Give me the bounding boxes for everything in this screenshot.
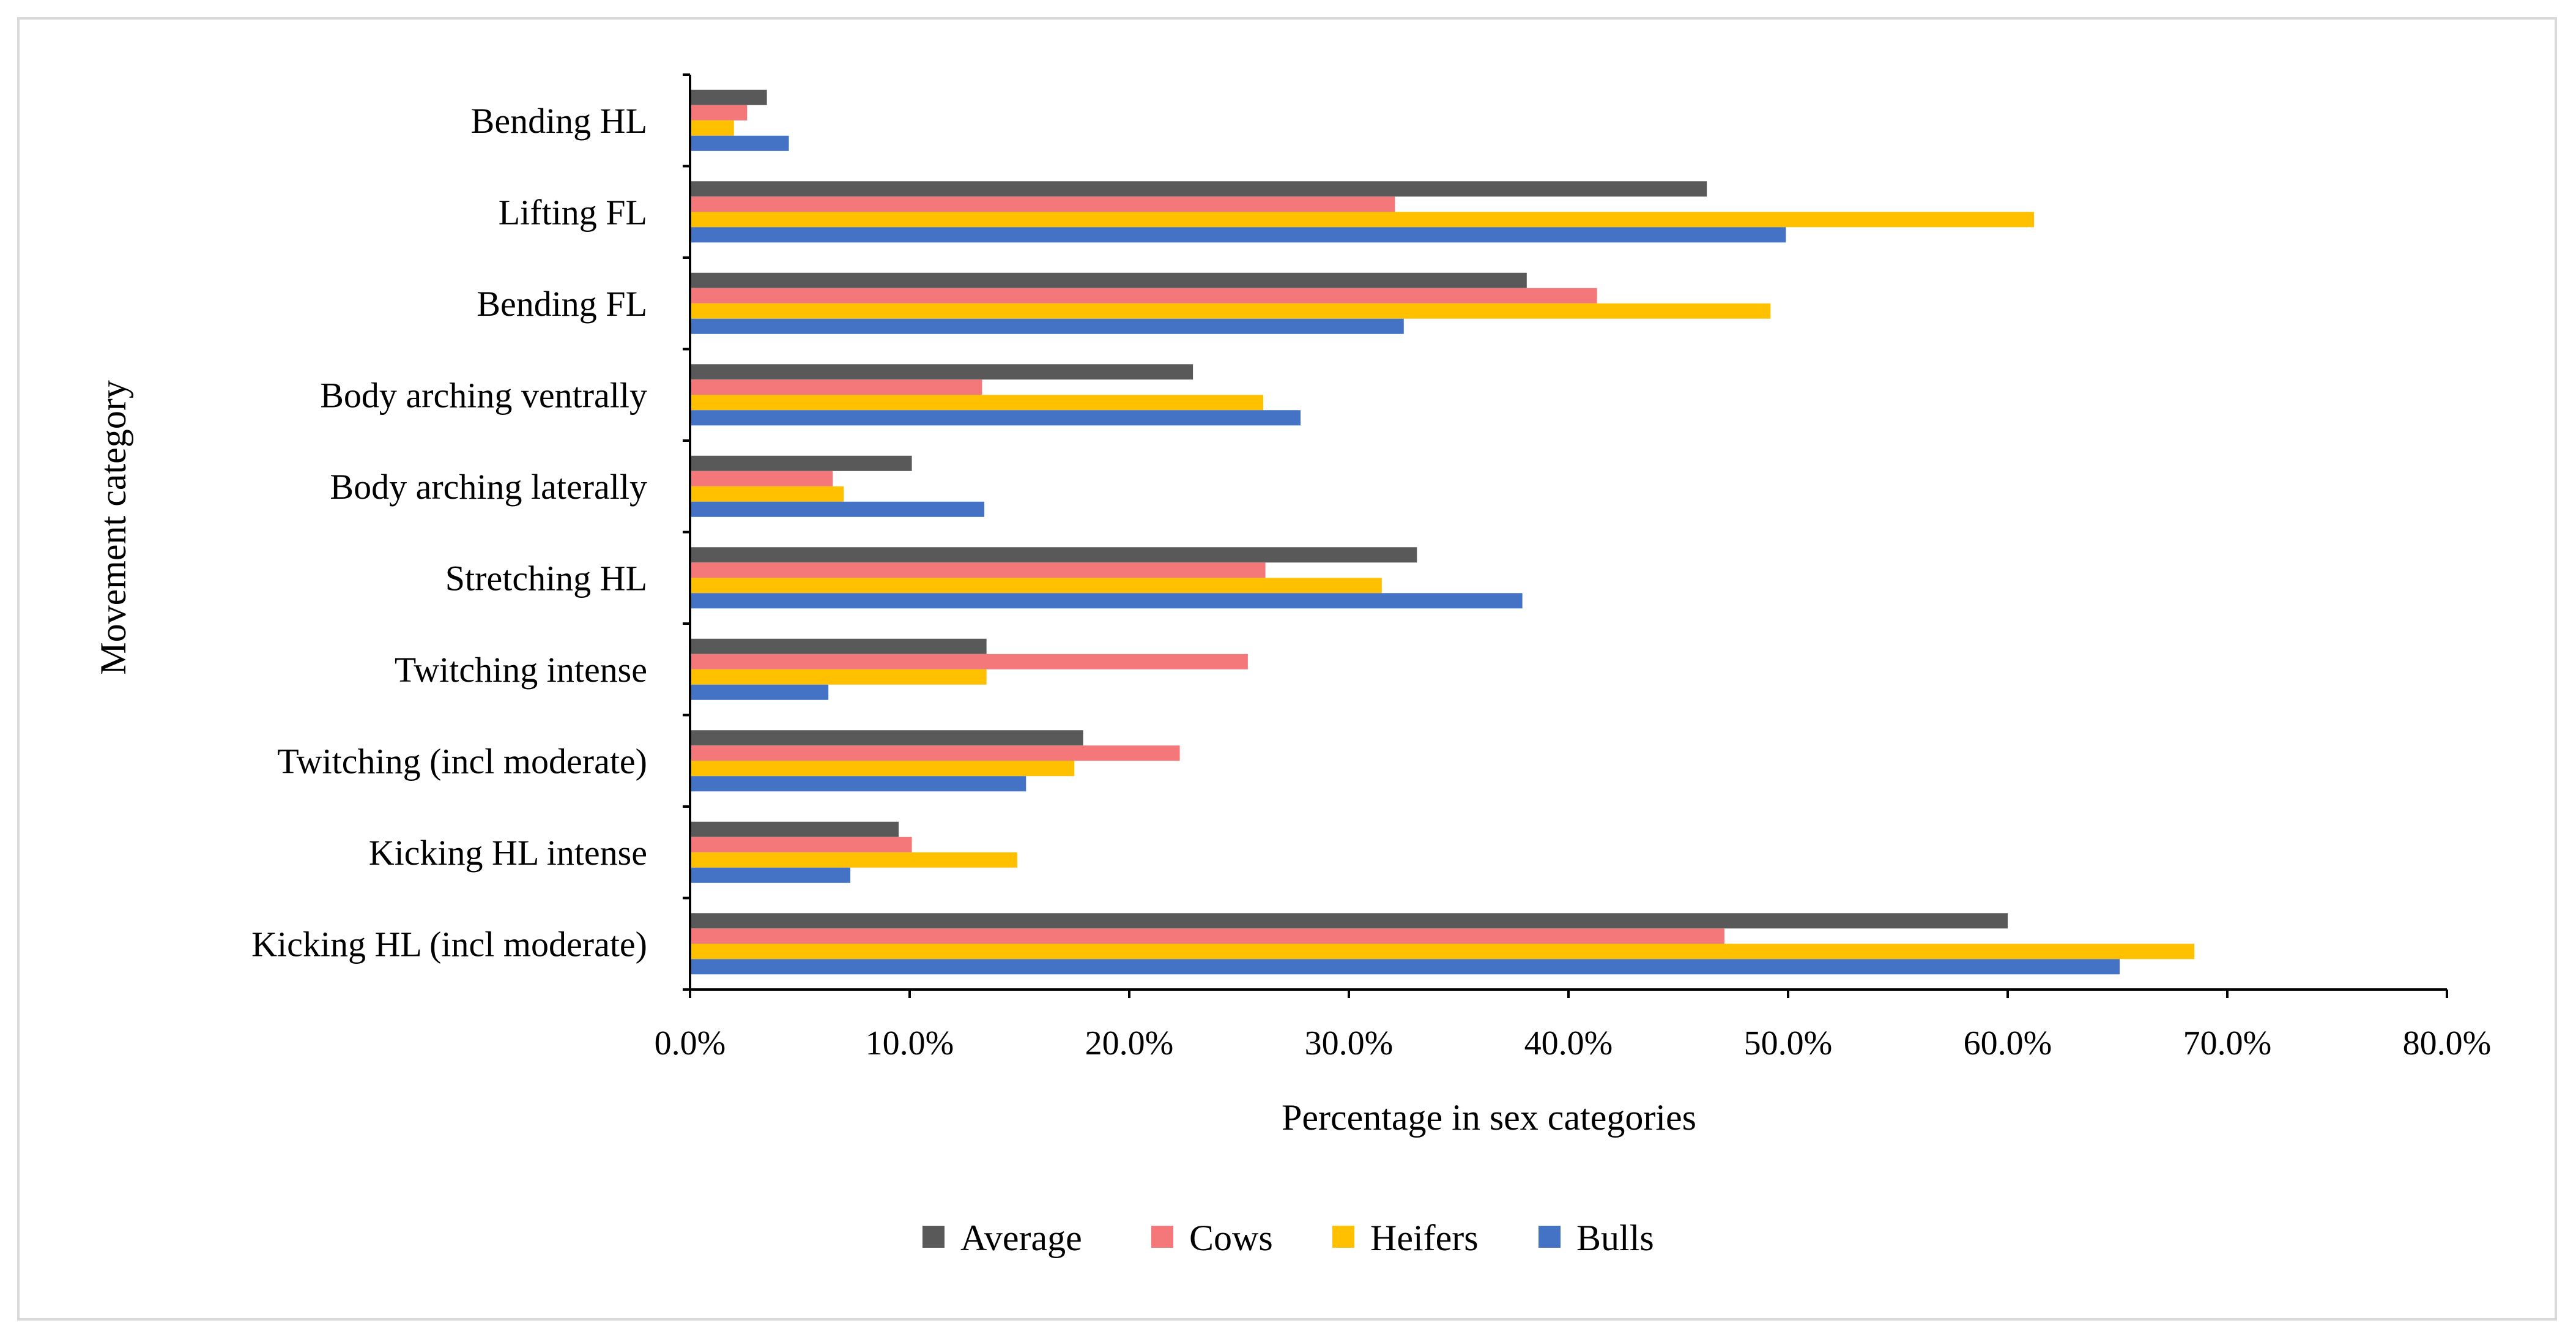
x-axis-title: Percentage in sex categories — [1282, 1097, 1696, 1138]
legend-label-heifers: Heifers — [1370, 1218, 1479, 1258]
category-label: Bending HL — [471, 101, 647, 141]
bar-cows-1 — [690, 196, 1395, 212]
bar-cows-2 — [690, 288, 1597, 304]
bar-bulls-1 — [690, 227, 1786, 243]
bar-bulls-2 — [690, 318, 1404, 334]
bar-average-5 — [690, 547, 1417, 563]
category-label: Twitching (incl moderate) — [277, 741, 647, 781]
bar-cows-4 — [690, 471, 833, 486]
bar-average-2 — [690, 272, 1527, 288]
x-tick-label: 0.0% — [655, 1024, 726, 1062]
bar-average-3 — [690, 364, 1193, 380]
bar-heifers-0 — [690, 120, 734, 136]
bar-heifers-8 — [690, 852, 1017, 868]
bar-average-7 — [690, 730, 1083, 746]
legend-swatch-heifers — [1332, 1226, 1354, 1248]
bar-cows-5 — [690, 562, 1266, 578]
bar-bulls-5 — [690, 593, 1523, 609]
bar-cows-7 — [690, 745, 1180, 761]
bar-average-9 — [690, 913, 2008, 929]
bar-bulls-3 — [690, 410, 1301, 426]
bar-heifers-6 — [690, 669, 987, 685]
bar-average-0 — [690, 89, 767, 105]
legend-swatch-bulls — [1539, 1226, 1561, 1248]
bar-average-8 — [690, 821, 899, 837]
category-label: Twitching intense — [395, 650, 647, 690]
legend-label-bulls: Bulls — [1576, 1218, 1654, 1258]
x-tick-label: 20.0% — [1085, 1024, 1174, 1062]
category-labels-layer: Bending HL Lifting FL Bending FL Body archi… — [251, 101, 647, 964]
x-tick-label: 50.0% — [1744, 1024, 1833, 1062]
bar-heifers-2 — [690, 303, 1771, 319]
x-tick-label: 30.0% — [1305, 1024, 1394, 1062]
bar-heifers-5 — [690, 578, 1382, 594]
category-label: Body arching ventrally — [320, 375, 647, 415]
category-label: Body arching laterally — [330, 467, 647, 507]
bar-cows-9 — [690, 928, 1724, 944]
bar-heifers-4 — [690, 486, 844, 502]
category-label: Stretching HL — [445, 558, 647, 598]
bar-average-4 — [690, 455, 912, 471]
bar-bulls-7 — [690, 776, 1026, 792]
bar-cows-3 — [690, 379, 982, 395]
category-label: Kicking HL intense — [369, 833, 647, 873]
bar-bulls-8 — [690, 867, 851, 883]
bar-heifers-9 — [690, 944, 2195, 960]
bar-cows-8 — [690, 837, 912, 852]
legend-swatch-cows — [1151, 1226, 1173, 1248]
category-label: Bending FL — [477, 284, 647, 324]
bar-bulls-0 — [690, 135, 789, 151]
bar-bulls-6 — [690, 684, 829, 700]
legend-label-average: Average — [960, 1218, 1082, 1258]
x-tick-label: 60.0% — [1964, 1024, 2052, 1062]
bar-bulls-9 — [690, 959, 2120, 975]
x-tick-label: 70.0% — [2183, 1024, 2272, 1062]
bar-bulls-4 — [690, 501, 985, 517]
bars-layer — [683, 73, 2195, 991]
y-axis-title: Movement category — [93, 380, 133, 675]
x-tick-label: 40.0% — [1524, 1024, 1613, 1062]
bar-heifers-1 — [690, 212, 2035, 228]
x-ticks-layer: 0.0% 10.0% 20.0% 30.0% 40.0% 50.0% 60.0% 70.0% 8… — [655, 990, 2492, 1062]
x-tick-label: 80.0% — [2403, 1024, 2492, 1062]
legend-swatch-average — [922, 1226, 945, 1248]
x-tick-label: 10.0% — [866, 1024, 954, 1062]
bar-cows-6 — [690, 654, 1248, 669]
bar-average-6 — [690, 638, 987, 654]
category-label: Kicking HL (incl moderate) — [251, 924, 647, 964]
legend: Average Cows Heifers Bulls — [922, 1218, 1654, 1258]
bar-heifers-7 — [690, 761, 1075, 777]
bar-heifers-3 — [690, 395, 1263, 411]
bar-cows-0 — [690, 105, 748, 121]
legend-label-cows: Cows — [1189, 1218, 1273, 1258]
bar-average-1 — [690, 181, 1707, 197]
category-label: Lifting FL — [499, 192, 647, 232]
